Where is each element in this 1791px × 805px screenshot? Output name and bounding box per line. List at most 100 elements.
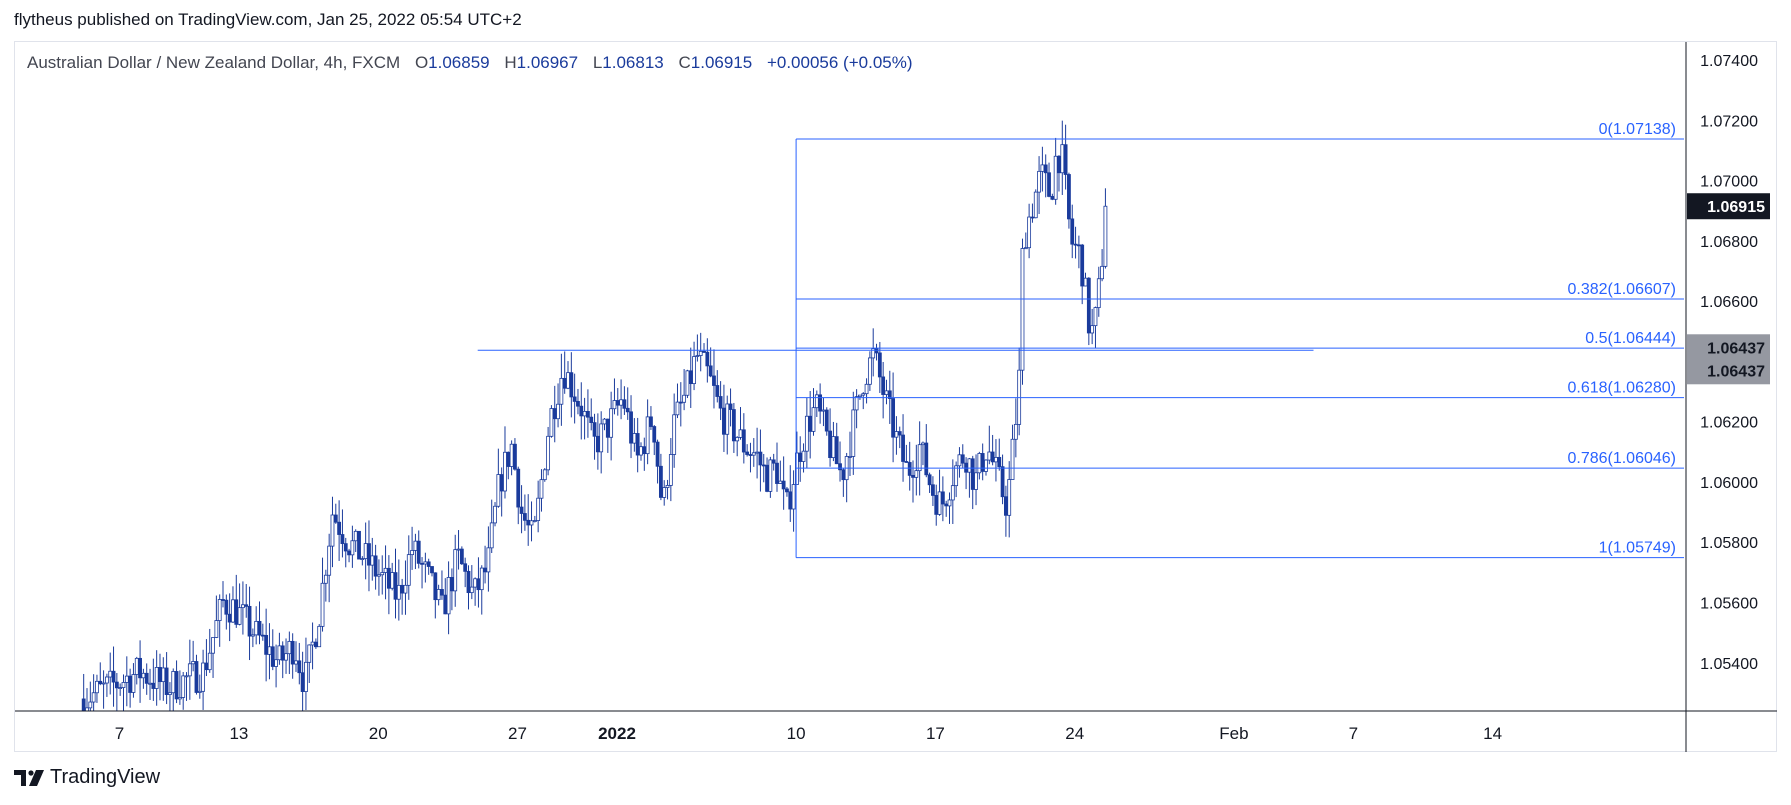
candle <box>177 670 182 705</box>
candle-body-down <box>798 452 803 462</box>
candle-body-up <box>662 487 667 498</box>
candle <box>828 408 832 467</box>
candle <box>459 546 464 565</box>
candle <box>775 442 779 492</box>
candle-body-up <box>854 396 859 411</box>
candle <box>698 332 703 372</box>
candle-body-down <box>605 418 610 438</box>
candle <box>254 606 259 645</box>
high-value: 1.06967 <box>516 53 579 72</box>
candle-body-up <box>91 692 96 703</box>
candle <box>496 448 501 508</box>
candle <box>907 441 912 491</box>
candle <box>977 451 982 480</box>
candle-body-down <box>944 503 949 507</box>
candle <box>317 624 322 648</box>
candle <box>695 334 700 362</box>
candle <box>105 673 109 697</box>
candle <box>519 485 524 534</box>
candle <box>874 343 879 361</box>
candle-body-down <box>343 543 348 552</box>
candle-body-down <box>877 352 882 378</box>
candle <box>967 457 972 498</box>
candle <box>1080 243 1085 305</box>
candle <box>297 642 302 685</box>
candle <box>894 416 899 455</box>
candle <box>1013 398 1018 458</box>
candle <box>831 421 836 462</box>
candle-body-up <box>1020 248 1025 371</box>
candle <box>589 398 594 431</box>
candle <box>426 558 431 575</box>
candle-body-down <box>562 377 567 389</box>
y-tick-label: 1.06200 <box>1700 415 1758 432</box>
candle <box>808 391 813 459</box>
candle-body-up <box>241 604 245 609</box>
candle <box>881 361 886 419</box>
candle <box>642 437 647 471</box>
candle <box>353 529 358 552</box>
candle <box>556 383 560 428</box>
candle-body-down <box>450 577 454 592</box>
candle <box>250 628 255 648</box>
tradingview-brand[interactable]: TradingView <box>14 766 160 789</box>
candle <box>682 369 687 411</box>
candle-body-up <box>682 394 687 403</box>
candle <box>532 515 537 523</box>
tradingview-logo-icon <box>14 769 44 786</box>
candle <box>1100 249 1105 282</box>
candle-body-down <box>934 495 939 515</box>
candle-body-down <box>367 543 371 566</box>
candle <box>476 557 481 608</box>
candle-body-down <box>519 506 524 514</box>
candle <box>1076 235 1081 269</box>
candle-body-up <box>851 409 856 457</box>
candle <box>211 637 215 678</box>
candle <box>1020 238 1025 385</box>
candle <box>347 548 351 563</box>
candle-body-up <box>118 687 123 689</box>
candle <box>970 455 975 510</box>
candle-body-up <box>1013 423 1018 440</box>
candle <box>622 386 627 415</box>
candle-body-down <box>483 567 487 573</box>
candle-body-up <box>821 409 826 412</box>
candle-body-up <box>599 423 604 453</box>
candle-body-up <box>556 403 560 420</box>
candle-body-down <box>151 682 156 689</box>
candle-body-up <box>171 671 176 694</box>
candle <box>499 467 504 517</box>
candle <box>221 581 225 608</box>
x-tick-label: 2022 <box>598 724 636 743</box>
candle-body-down <box>516 468 521 508</box>
candle-body-up <box>148 682 152 685</box>
y-tick-label: 1.07200 <box>1700 113 1758 130</box>
candle <box>121 674 126 711</box>
candle <box>509 440 514 476</box>
candle <box>542 468 547 482</box>
candle <box>327 533 332 603</box>
x-tick-label: 10 <box>787 724 806 743</box>
candle-body-down <box>924 442 929 476</box>
candle <box>174 660 179 704</box>
candle <box>380 555 385 595</box>
candle <box>410 526 414 570</box>
candle-body-down <box>513 443 517 470</box>
candle-body-up <box>532 520 537 522</box>
candle <box>728 388 733 427</box>
candle-body-up <box>954 465 959 487</box>
candle <box>884 379 889 405</box>
candle <box>1073 226 1078 259</box>
candle-body-up <box>363 543 368 560</box>
candle-body-up <box>645 416 650 455</box>
candle <box>824 407 829 436</box>
candle-body-down <box>111 670 116 683</box>
candle <box>207 628 212 673</box>
y-tick-label: 1.07000 <box>1700 174 1758 191</box>
candle <box>473 577 478 606</box>
candle <box>844 452 849 503</box>
candle-body-up <box>197 690 202 693</box>
candle <box>867 351 872 391</box>
candle-body-up <box>237 607 242 625</box>
